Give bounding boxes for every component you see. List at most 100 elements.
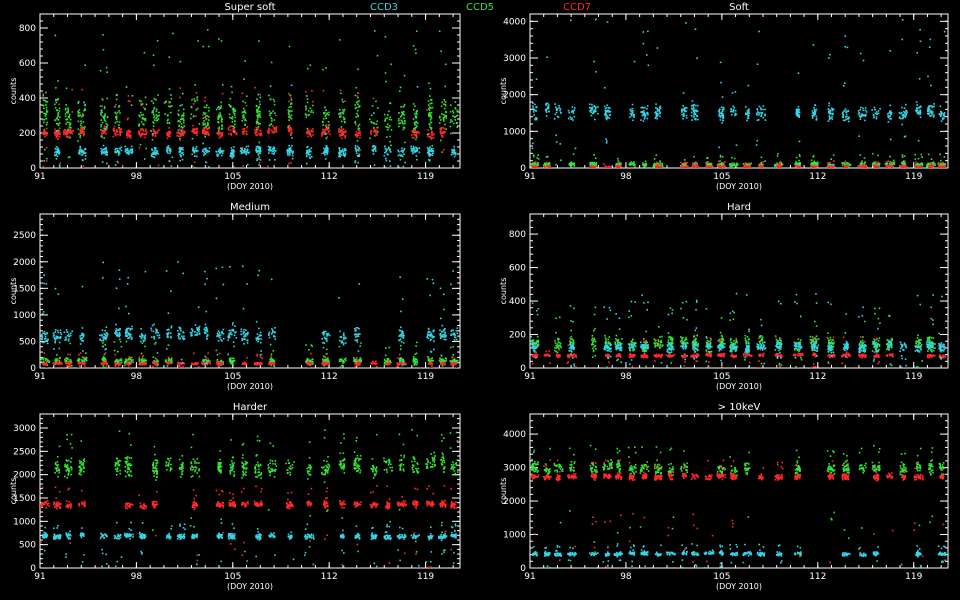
point	[450, 132, 452, 135]
point	[722, 163, 725, 165]
point	[441, 113, 443, 115]
point	[79, 136, 82, 139]
point	[168, 150, 171, 152]
point	[915, 161, 917, 163]
point	[696, 104, 699, 107]
point	[322, 117, 325, 120]
point	[341, 148, 344, 151]
point	[304, 105, 307, 108]
point	[397, 119, 400, 122]
point	[453, 145, 456, 148]
point	[129, 135, 131, 138]
point	[846, 165, 848, 168]
point	[168, 133, 170, 136]
point	[642, 42, 645, 45]
point	[370, 121, 372, 123]
point	[83, 101, 85, 104]
point	[255, 146, 258, 148]
point	[680, 161, 682, 164]
point	[555, 134, 558, 137]
point	[344, 148, 346, 151]
point	[603, 163, 605, 165]
point	[844, 35, 847, 37]
point	[139, 111, 142, 114]
point	[795, 112, 798, 115]
point	[426, 146, 429, 149]
point	[357, 68, 359, 71]
point	[775, 163, 777, 166]
point	[182, 154, 185, 156]
point	[888, 117, 891, 120]
point	[67, 129, 69, 132]
point	[288, 162, 290, 165]
point	[289, 152, 291, 155]
point	[813, 163, 815, 166]
point	[799, 162, 802, 164]
point	[101, 132, 103, 134]
point	[569, 161, 572, 164]
point	[451, 151, 453, 154]
point	[890, 112, 892, 114]
point	[410, 134, 413, 136]
point	[681, 111, 683, 113]
point	[57, 98, 59, 100]
point	[430, 138, 433, 140]
point	[572, 110, 575, 113]
point	[399, 86, 402, 89]
point	[342, 101, 344, 103]
point	[54, 154, 57, 157]
point	[916, 104, 918, 106]
point	[695, 161, 697, 164]
point	[260, 132, 262, 135]
point	[878, 162, 881, 165]
point	[139, 115, 141, 118]
point	[142, 133, 145, 136]
point	[156, 39, 159, 42]
point	[144, 119, 147, 122]
point	[112, 129, 115, 131]
point	[844, 119, 846, 122]
point	[859, 108, 862, 111]
point	[442, 117, 445, 119]
point	[535, 117, 537, 119]
point	[267, 145, 270, 148]
point	[45, 104, 47, 106]
point	[560, 159, 562, 162]
point	[273, 100, 276, 103]
point	[397, 154, 400, 157]
point	[594, 109, 596, 111]
point	[221, 134, 224, 136]
point	[181, 131, 184, 134]
point	[570, 118, 572, 120]
point	[197, 40, 199, 42]
point	[402, 151, 404, 153]
point	[82, 127, 85, 129]
point	[608, 114, 611, 116]
point	[645, 163, 647, 165]
point	[268, 128, 271, 131]
point	[690, 115, 693, 117]
point	[799, 165, 802, 168]
point	[70, 130, 73, 133]
point	[245, 145, 248, 148]
panel-title: Soft	[729, 2, 749, 13]
point	[205, 147, 207, 150]
point	[431, 147, 434, 150]
point	[84, 64, 87, 67]
point	[440, 139, 442, 142]
point	[101, 98, 104, 100]
point	[104, 114, 106, 117]
point	[429, 146, 431, 148]
point	[385, 149, 388, 151]
point	[416, 109, 418, 112]
point	[404, 161, 406, 164]
point	[917, 163, 920, 166]
point	[815, 167, 817, 168]
point	[385, 150, 387, 153]
point	[67, 128, 70, 131]
point	[344, 136, 347, 139]
point	[695, 163, 698, 166]
point	[404, 120, 406, 123]
point	[827, 120, 830, 122]
point	[153, 108, 155, 110]
